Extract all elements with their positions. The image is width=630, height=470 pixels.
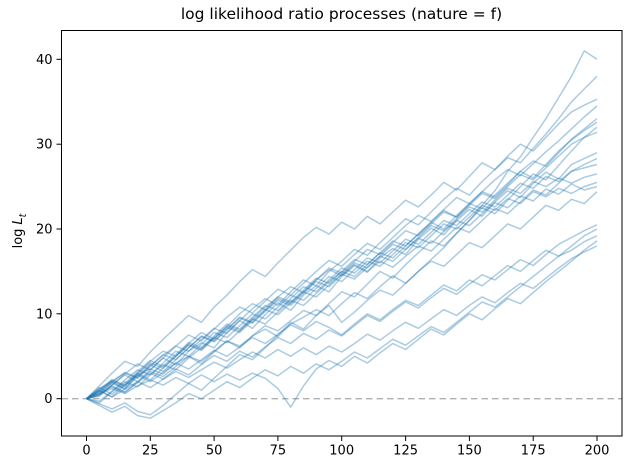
x-tick-label: 150 bbox=[457, 444, 482, 459]
series-path-13 bbox=[86, 183, 598, 400]
series-path-11 bbox=[86, 173, 598, 400]
series-path-07 bbox=[86, 131, 598, 400]
series-path-08 bbox=[86, 152, 598, 400]
axis-ticks-layer bbox=[56, 58, 598, 441]
series-path-02 bbox=[86, 75, 598, 400]
x-tick-label: 125 bbox=[393, 444, 418, 459]
y-axis-label: log Lt bbox=[11, 214, 29, 249]
y-tick-label: 0 bbox=[44, 392, 52, 407]
series-path-16 bbox=[86, 235, 598, 419]
x-tick-label: 0 bbox=[82, 444, 90, 459]
x-tick-label: 100 bbox=[329, 444, 354, 459]
series-path-19 bbox=[86, 228, 598, 400]
y-tick-label: 10 bbox=[36, 307, 53, 322]
series-path-12 bbox=[86, 181, 598, 400]
x-tick-label: 175 bbox=[521, 444, 546, 459]
y-axis-label-log: log bbox=[11, 228, 27, 249]
series-path-04 bbox=[86, 118, 598, 404]
series-path-15 bbox=[86, 224, 598, 400]
series-path-03 bbox=[85, 98, 598, 400]
series-path-01 bbox=[86, 50, 598, 400]
chart-title: log likelihood ratio processes (nature =… bbox=[180, 5, 503, 23]
y-tick-label: 40 bbox=[36, 53, 53, 68]
series-path-14 bbox=[86, 191, 598, 400]
x-tick-label: 25 bbox=[142, 444, 159, 459]
tick-labels-layer: 0 25 50 75 100 125 150 175 200 0 10 20 30 40 bbox=[36, 53, 609, 459]
y-tick-label: 30 bbox=[36, 138, 53, 153]
y-axis-label-var: L bbox=[11, 217, 27, 225]
series-path-05 bbox=[86, 121, 598, 400]
x-tick-label: 50 bbox=[206, 444, 223, 459]
series-path-20 bbox=[86, 105, 598, 400]
series-path-10 bbox=[86, 163, 598, 402]
series-path-09 bbox=[86, 157, 598, 400]
x-tick-label: 200 bbox=[585, 444, 610, 459]
x-tick-label: 75 bbox=[270, 444, 287, 459]
y-axis-label-sub: t bbox=[17, 213, 29, 218]
series-path-06 bbox=[86, 126, 598, 416]
series-path-18 bbox=[86, 245, 598, 400]
y-tick-label: 20 bbox=[36, 223, 53, 238]
series-path-17 bbox=[86, 240, 598, 408]
series-lines-layer bbox=[85, 50, 598, 419]
